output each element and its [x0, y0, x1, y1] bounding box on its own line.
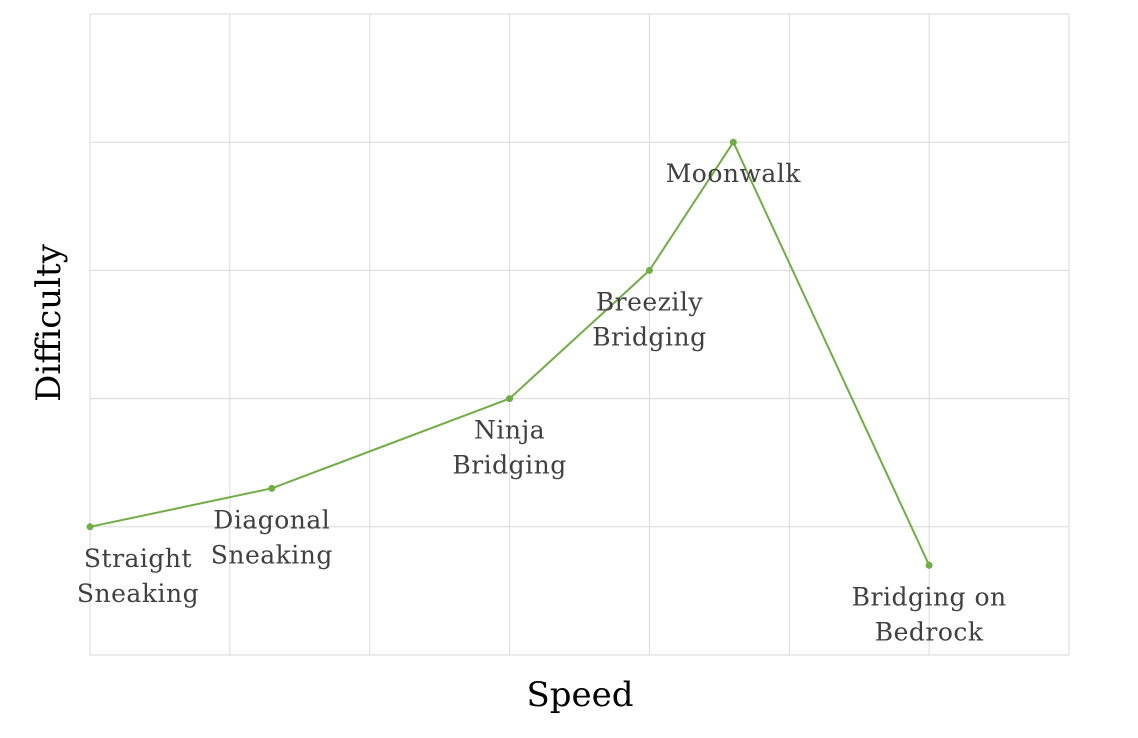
- data-label-line: Sneaking: [211, 540, 333, 569]
- data-point: [645, 266, 653, 274]
- x-axis-title: Speed: [526, 675, 633, 715]
- data-label: Moonwalk: [666, 159, 802, 188]
- data-label-line: Breezily: [596, 287, 704, 316]
- data-label-line: Bridging: [452, 451, 566, 480]
- data-point: [729, 138, 737, 146]
- series-line: [89, 140, 931, 566]
- data-label-line: Straight: [84, 544, 192, 573]
- data-label-line: Sneaking: [77, 579, 199, 608]
- gridlines: [89, 13, 1070, 656]
- data-label-line: Diagonal: [213, 505, 330, 534]
- data-label-line: Moonwalk: [666, 159, 802, 188]
- data-point: [925, 561, 933, 569]
- data-label: Bridging on Bedrock: [852, 582, 1007, 646]
- data-label-line: Bridging: [592, 322, 706, 351]
- y-axis-title: Difficulty: [29, 243, 69, 402]
- data-label: Ninja Bridging: [452, 416, 566, 480]
- data-labels: Straight Sneaking Diagonal Sneaking Ninja Bri…: [77, 159, 1007, 646]
- data-points: [86, 138, 933, 569]
- data-label-line: Bridging on: [852, 582, 1007, 611]
- data-point: [268, 484, 276, 492]
- data-label: Diagonal Sneaking: [211, 505, 333, 569]
- data-point: [86, 523, 94, 531]
- data-label: Breezily Bridging: [592, 287, 706, 351]
- data-point: [506, 395, 514, 403]
- data-label: Straight Sneaking: [77, 544, 199, 608]
- data-label-line: Bedrock: [875, 617, 984, 646]
- data-label-line: Ninja: [474, 416, 545, 445]
